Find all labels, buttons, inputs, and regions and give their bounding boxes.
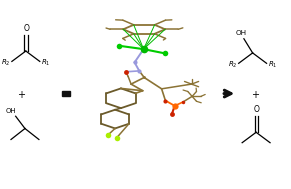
Text: $R_1$: $R_1$ [268,60,277,70]
Text: O: O [253,105,259,114]
Text: +: + [251,90,259,99]
Text: $R_2$: $R_2$ [228,60,238,70]
Bar [62,91,70,96]
Text: +: + [17,90,25,99]
Text: OH: OH [6,108,16,114]
Text: OH: OH [236,30,247,36]
Text: $R_2$: $R_2$ [1,58,11,68]
Text: O: O [23,23,29,33]
Text: $R_1$: $R_1$ [41,58,50,68]
